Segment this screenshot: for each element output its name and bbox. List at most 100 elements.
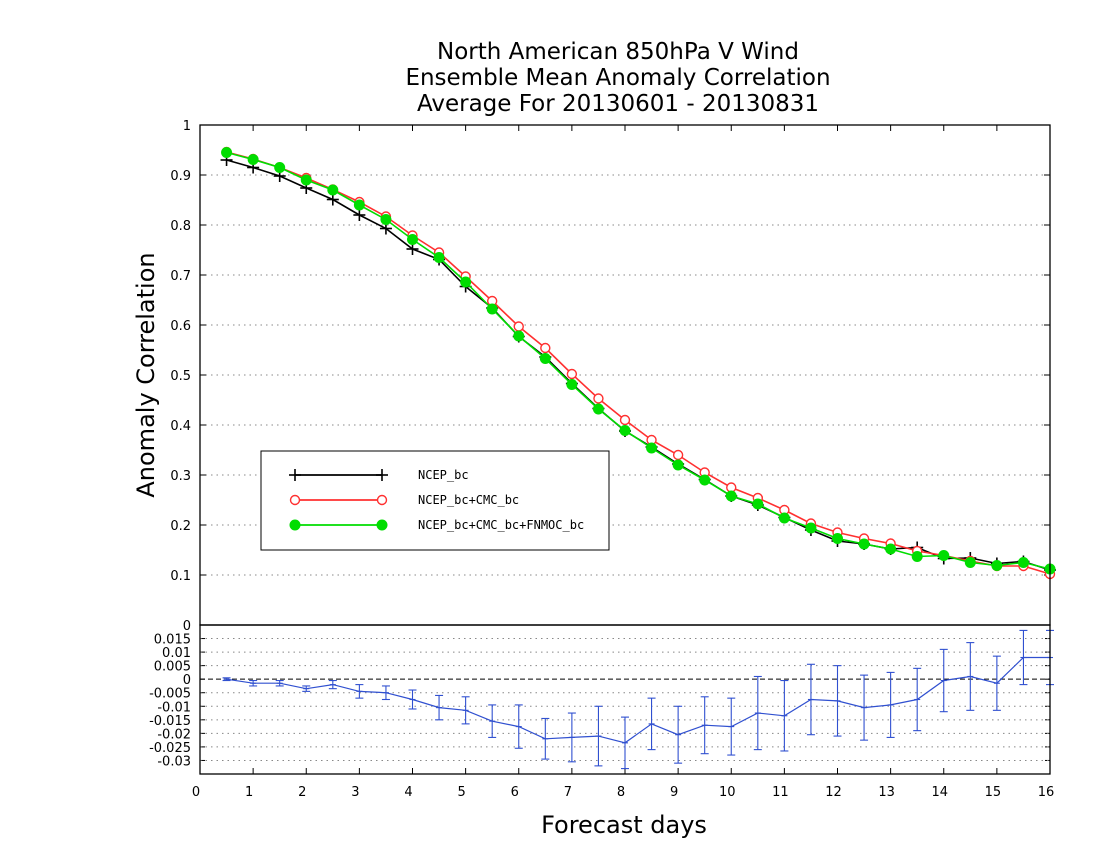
error-bar [381,685,390,701]
data-point [274,162,286,173]
data-point [300,174,312,186]
x-tick-label: 1 [245,785,253,800]
x-tick-label: 13 [878,785,895,800]
y-tick-label: -0.03 [157,754,191,769]
y-tick-label: 0.7 [170,269,191,284]
data-point [380,214,392,225]
data-point [1017,557,1029,568]
error-bar [860,674,869,741]
error-bar [541,717,550,760]
legend-label: NCEP_bc+CMC_bc [418,493,519,507]
data-point [566,368,578,380]
y-tick-label: 0.1 [170,569,191,584]
y-tick-label: -0.005 [149,687,191,702]
series-3 [221,147,1056,575]
y-tick-label: -0.01 [157,700,191,715]
data-point [486,303,498,315]
data-point [619,425,631,436]
bottom-panel-y-ticks: 0.0150.010.0050-0.005-0.01-0.015-0.02-0.… [149,633,1050,769]
y-tick-label: -0.02 [157,727,191,742]
data-point [460,276,472,288]
title-line-3: Average For 20130601 - 20130831 [417,91,819,117]
x-axis-label: Forecast days [541,811,707,839]
legend-marker [289,519,301,531]
x-axis-ticks: 0 1 2 3 4 5 6 7 8 9 10 11 12 13 14 15 16 [192,125,1054,800]
data-point [566,379,578,390]
y-axis-label: Anomaly Correlation [132,252,160,497]
y-tick-label: 0.5 [170,369,191,384]
error-bar [992,655,1001,711]
x-tick-label: 16 [1038,785,1055,800]
data-point [938,550,950,561]
error-bar [249,679,258,687]
y-tick-label: 1 [183,119,191,134]
legend-item-1: NCEP_bc [289,468,469,482]
error-bar [461,696,470,725]
data-point [593,393,604,404]
data-point [221,147,233,158]
x-tick-label: 10 [719,785,736,800]
error-bar [328,679,337,690]
error-bar [567,712,576,763]
error-bar [966,642,975,711]
data-point [699,474,711,486]
data-point [964,557,976,568]
legend-marker [376,469,388,481]
x-tick-label: 7 [564,785,572,800]
error-bar [700,696,709,755]
error-bar [727,697,736,756]
legend-item-3: NCEP_bc+CMC_bc+FNMOC_bc [289,518,584,532]
x-tick-label: 3 [351,785,359,800]
data-point [725,490,737,502]
y-tick-label: 0.6 [170,319,191,334]
y-tick-label: 0.015 [154,633,191,648]
error-bar [302,685,311,692]
title-line-1: North American 850hPa V Wind [437,39,799,65]
top-panel-y-ticks: 0 0.1 0.2 0.3 0.4 0.5 0.6 0.7 0.8 0.9 1 [170,119,1050,634]
data-point [619,414,631,426]
data-point [592,403,604,415]
error-bar [275,679,284,687]
legend-label: NCEP_bc+CMC_bc+FNMOC_bc [418,518,584,532]
data-point [911,551,923,562]
x-tick-label: 8 [617,785,625,800]
y-tick-label: 0 [183,619,191,634]
error-bar [913,667,922,732]
legend: NCEP_bc NCEP_bc+CMC_bc NCEP_bc+CMC_bc+FNMO… [260,450,610,551]
y-tick-label: -0.015 [149,714,191,729]
x-tick-label: 14 [931,785,948,800]
x-tick-label: 15 [985,785,1002,800]
y-tick-label: 0.4 [170,419,191,434]
error-bar [408,689,417,710]
error-bar [753,675,762,751]
error-bar [435,694,444,721]
difference-line [226,656,1050,744]
y-tick-label: 0.9 [170,169,191,184]
error-bar [939,648,948,713]
legend-item-2: NCEP_bc+CMC_bc [289,493,519,507]
data-point [672,459,684,471]
top-panel-series [220,146,1056,580]
legend-label: NCEP_bc [418,468,469,482]
error-bar [780,679,789,752]
data-point [752,498,764,510]
data-point [353,209,366,221]
data-point [513,321,524,332]
error-bar [674,705,683,764]
error-bar [514,704,523,749]
data-point [513,330,525,342]
y-tick-label: 0.005 [154,660,191,675]
legend-marker [289,494,301,506]
error-bar [222,677,231,682]
data-point [646,442,658,454]
data-point [433,252,445,263]
error-bar [355,684,364,699]
difference-series-1 [222,629,1054,770]
error-bar [1019,629,1028,686]
data-point [885,543,897,555]
data-point [539,353,551,364]
data-point [540,342,551,354]
error-bar [886,671,895,738]
